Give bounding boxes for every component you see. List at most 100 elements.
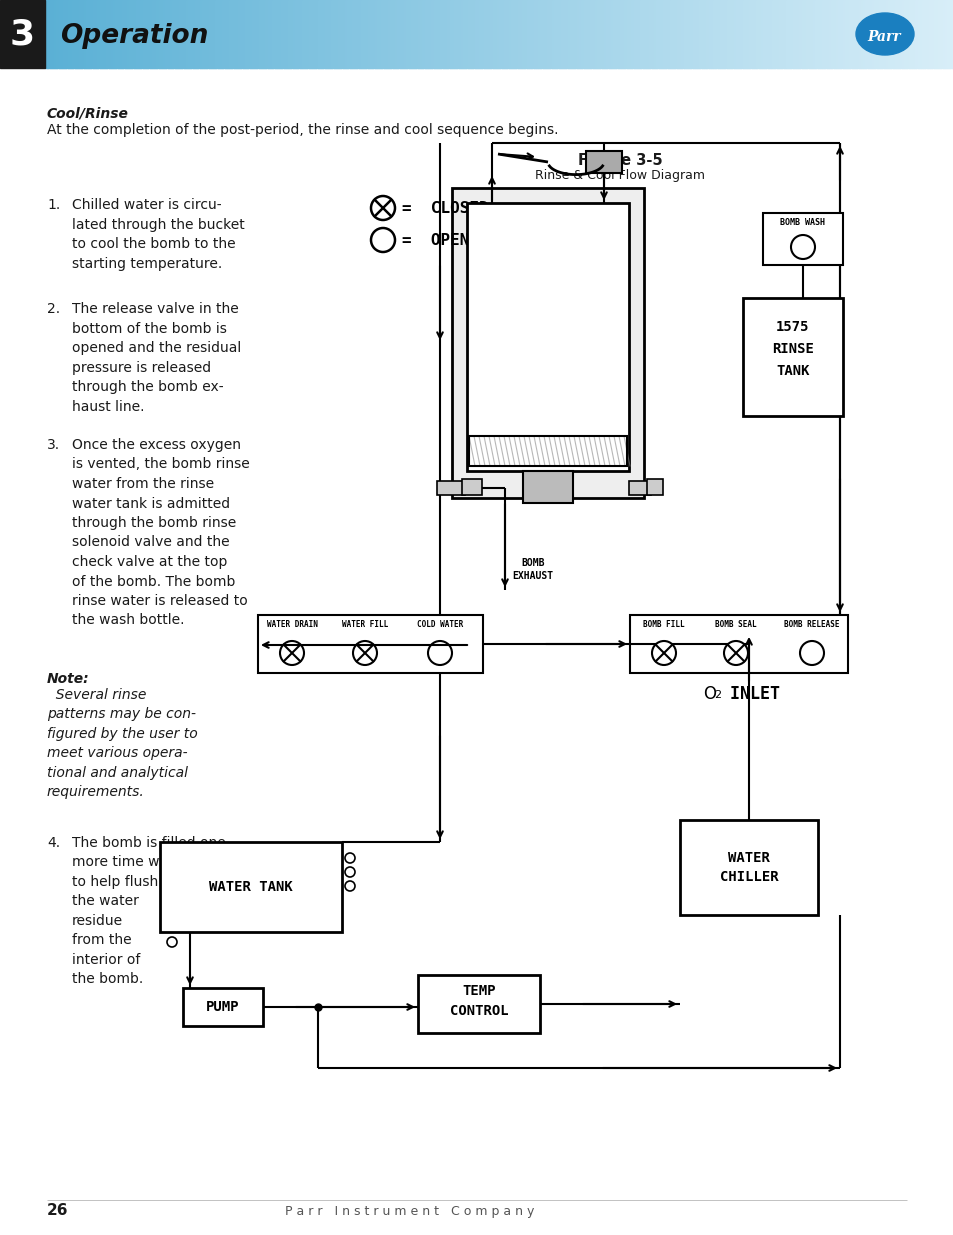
Bar bbox=[456, 0, 459, 68]
Bar bbox=[912, 0, 916, 68]
Text: 1575: 1575 bbox=[776, 320, 809, 333]
Bar bbox=[828, 0, 831, 68]
Bar bbox=[738, 0, 740, 68]
Bar bbox=[517, 0, 520, 68]
Bar bbox=[558, 0, 561, 68]
Circle shape bbox=[790, 235, 814, 259]
Bar bbox=[733, 0, 736, 68]
Bar bbox=[903, 0, 906, 68]
Bar bbox=[679, 0, 681, 68]
Bar bbox=[858, 0, 861, 68]
Bar bbox=[574, 0, 578, 68]
Bar bbox=[753, 0, 757, 68]
Bar bbox=[533, 0, 537, 68]
Bar bbox=[785, 0, 788, 68]
Bar bbox=[288, 0, 291, 68]
Bar bbox=[235, 0, 239, 68]
Bar bbox=[460, 0, 464, 68]
Bar bbox=[710, 0, 714, 68]
Bar bbox=[154, 0, 157, 68]
Bar bbox=[646, 0, 650, 68]
Text: BOMB: BOMB bbox=[520, 558, 544, 568]
Bar bbox=[263, 0, 266, 68]
Bar bbox=[721, 0, 724, 68]
Bar bbox=[231, 0, 234, 68]
Bar bbox=[781, 0, 783, 68]
Bar bbox=[335, 0, 339, 68]
Bar bbox=[592, 0, 596, 68]
Text: BOMB WASH: BOMB WASH bbox=[780, 219, 824, 227]
Bar bbox=[150, 0, 152, 68]
Bar bbox=[245, 0, 248, 68]
Text: The release valve in the
bottom of the bomb is
opened and the residual
pressure : The release valve in the bottom of the b… bbox=[71, 303, 241, 414]
Bar bbox=[197, 0, 200, 68]
Ellipse shape bbox=[855, 14, 913, 56]
Text: O: O bbox=[702, 685, 716, 703]
Text: 2.: 2. bbox=[47, 303, 60, 316]
Bar bbox=[539, 0, 543, 68]
Bar bbox=[762, 212, 842, 266]
Bar bbox=[649, 0, 652, 68]
Bar bbox=[715, 0, 718, 68]
Bar bbox=[436, 480, 464, 495]
Text: COLD WATER: COLD WATER bbox=[416, 620, 462, 629]
Bar bbox=[608, 0, 611, 68]
Bar bbox=[436, 0, 438, 68]
Bar bbox=[360, 0, 364, 68]
Bar bbox=[138, 0, 141, 68]
Bar bbox=[401, 0, 405, 68]
Bar bbox=[170, 0, 173, 68]
Bar bbox=[365, 0, 368, 68]
Bar bbox=[253, 0, 257, 68]
Bar bbox=[660, 0, 663, 68]
Text: Rinse & Cool Flow Diagram: Rinse & Cool Flow Diagram bbox=[535, 169, 704, 182]
Bar bbox=[91, 0, 93, 68]
Text: Parr: Parr bbox=[866, 30, 900, 44]
Bar bbox=[301, 0, 305, 68]
Bar bbox=[846, 0, 849, 68]
Text: WATER DRAIN: WATER DRAIN bbox=[266, 620, 317, 629]
Bar bbox=[617, 0, 620, 68]
Bar bbox=[202, 0, 205, 68]
Bar bbox=[508, 0, 512, 68]
Bar bbox=[536, 0, 538, 68]
Bar bbox=[0, 0, 45, 68]
Bar bbox=[676, 0, 679, 68]
Bar bbox=[467, 203, 628, 471]
Bar bbox=[774, 0, 777, 68]
Bar bbox=[792, 0, 795, 68]
Bar bbox=[882, 0, 886, 68]
Bar bbox=[290, 0, 294, 68]
Bar bbox=[667, 0, 670, 68]
Text: INLET: INLET bbox=[720, 685, 780, 703]
Bar bbox=[633, 0, 637, 68]
Bar bbox=[304, 0, 307, 68]
Bar bbox=[669, 0, 673, 68]
Bar bbox=[109, 0, 112, 68]
Text: At the completion of the post-period, the rinse and cool sequence begins.: At the completion of the post-period, th… bbox=[47, 124, 558, 137]
Bar bbox=[452, 188, 643, 498]
Bar bbox=[461, 479, 481, 495]
Bar bbox=[826, 0, 829, 68]
Bar bbox=[417, 974, 539, 1032]
Bar bbox=[705, 0, 709, 68]
Bar bbox=[143, 0, 146, 68]
Bar bbox=[426, 0, 430, 68]
Bar bbox=[152, 0, 155, 68]
Bar bbox=[823, 0, 827, 68]
Bar bbox=[871, 0, 875, 68]
Bar bbox=[260, 0, 264, 68]
Bar bbox=[97, 0, 100, 68]
Bar bbox=[881, 0, 883, 68]
Circle shape bbox=[345, 853, 355, 863]
Bar bbox=[56, 0, 60, 68]
Bar bbox=[95, 0, 98, 68]
Bar bbox=[899, 0, 902, 68]
Bar bbox=[919, 0, 923, 68]
Bar bbox=[522, 471, 573, 503]
Bar bbox=[631, 0, 634, 68]
Bar bbox=[619, 0, 622, 68]
Text: WATER FILL: WATER FILL bbox=[341, 620, 388, 629]
Bar bbox=[156, 0, 159, 68]
Bar bbox=[580, 0, 584, 68]
